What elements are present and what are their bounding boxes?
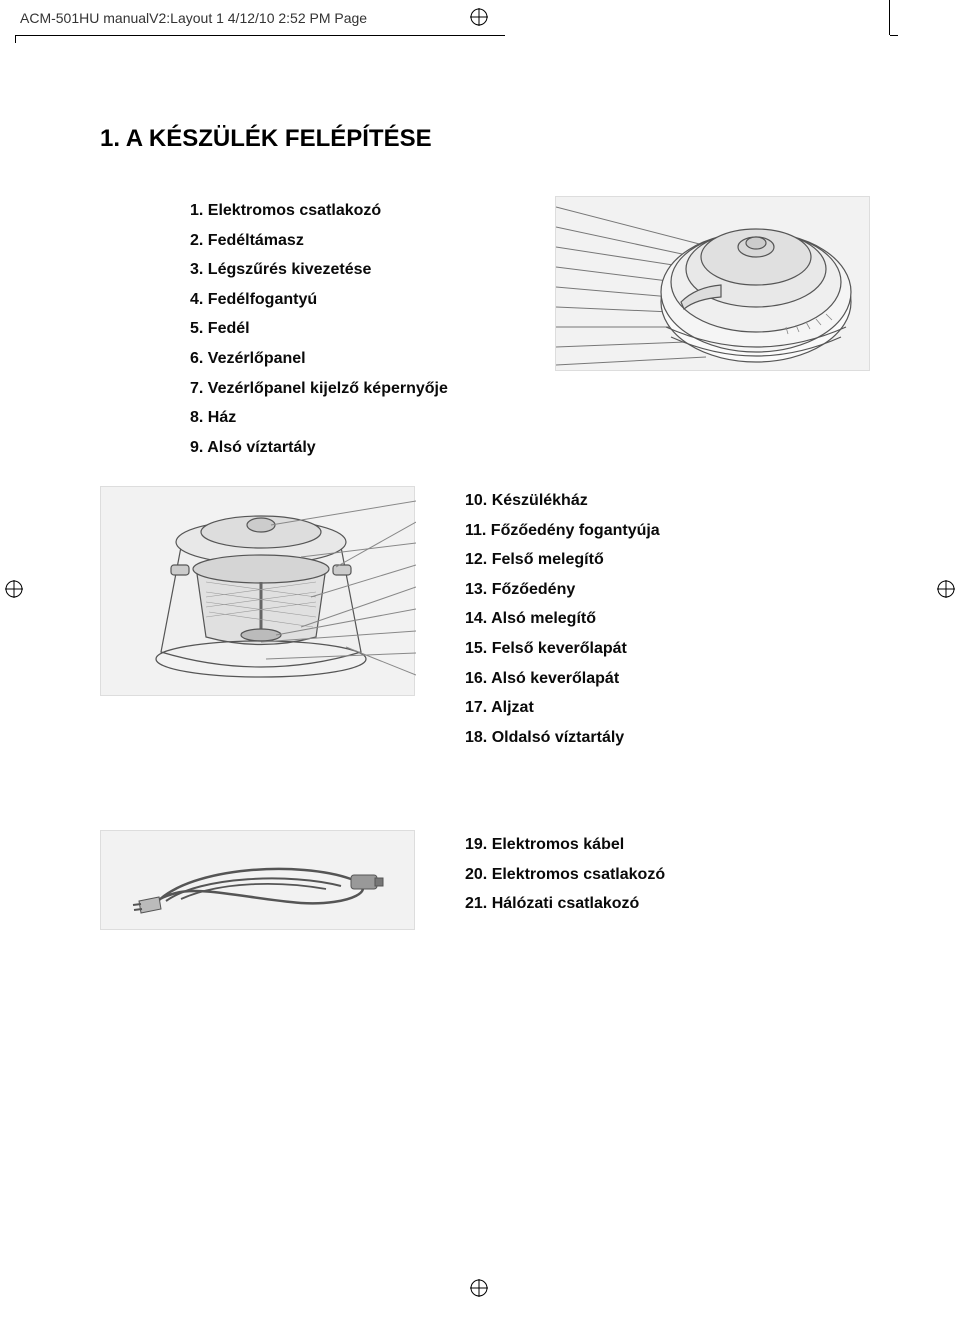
crop-line bbox=[890, 35, 898, 36]
list-item: 4. Fedélfogantyú bbox=[190, 285, 448, 315]
list-item: 10. Készülékház bbox=[465, 486, 660, 516]
list-item: 3. Légszűrés kivezetése bbox=[190, 255, 448, 285]
list-item: 5. Fedél bbox=[190, 314, 448, 344]
figure-appliance-top bbox=[555, 196, 870, 371]
list-item: 8. Ház bbox=[190, 403, 448, 433]
figure-power-cord bbox=[100, 830, 415, 930]
section-title: 1. A KÉSZÜLÉK FELÉPÍTÉSE bbox=[100, 125, 432, 153]
registration-mark-left bbox=[5, 580, 23, 598]
list-item: 14. Alsó melegítő bbox=[465, 604, 660, 634]
power-cord-drawing bbox=[101, 831, 416, 931]
crop-line bbox=[15, 35, 505, 36]
list-item: 19. Elektromos kábel bbox=[465, 830, 665, 860]
list-item: 16. Alsó keverőlapát bbox=[465, 664, 660, 694]
parts-list-1: 1. Elektromos csatlakozó 2. Fedéltámasz … bbox=[190, 196, 448, 462]
parts-list-2: 10. Készülékház 11. Főzőedény fogantyúja… bbox=[465, 486, 660, 752]
list-item: 21. Hálózati csatlakozó bbox=[465, 889, 665, 919]
appliance-cutaway-drawing bbox=[101, 487, 416, 697]
list-item: 7. Vezérlőpanel kijelző képernyője bbox=[190, 374, 448, 404]
figure-appliance-cutaway bbox=[100, 486, 415, 696]
list-item: 2. Fedéltámasz bbox=[190, 226, 448, 256]
appliance-top-drawing bbox=[556, 197, 871, 372]
list-item: 6. Vezérlőpanel bbox=[190, 344, 448, 374]
list-item: 12. Felső melegítő bbox=[465, 545, 660, 575]
list-item: 13. Főzőedény bbox=[465, 575, 660, 605]
list-item: 9. Alsó víztartály bbox=[190, 433, 448, 463]
list-item: 18. Oldalsó víztartály bbox=[465, 723, 660, 753]
list-item: 11. Főzőedény fogantyúja bbox=[465, 516, 660, 546]
registration-mark-top bbox=[470, 8, 488, 26]
parts-list-3: 19. Elektromos kábel 20. Elektromos csat… bbox=[465, 830, 665, 919]
crop-line bbox=[889, 0, 890, 35]
list-item: 20. Elektromos csatlakozó bbox=[465, 860, 665, 890]
registration-mark-bottom bbox=[470, 1279, 488, 1297]
registration-mark-right bbox=[937, 580, 955, 598]
page-header: ACM-501HU manualV2:Layout 1 4/12/10 2:52… bbox=[20, 10, 367, 26]
list-item: 17. Aljzat bbox=[465, 693, 660, 723]
crop-line bbox=[15, 35, 16, 43]
list-item: 1. Elektromos csatlakozó bbox=[190, 196, 448, 226]
list-item: 15. Felső keverőlapát bbox=[465, 634, 660, 664]
